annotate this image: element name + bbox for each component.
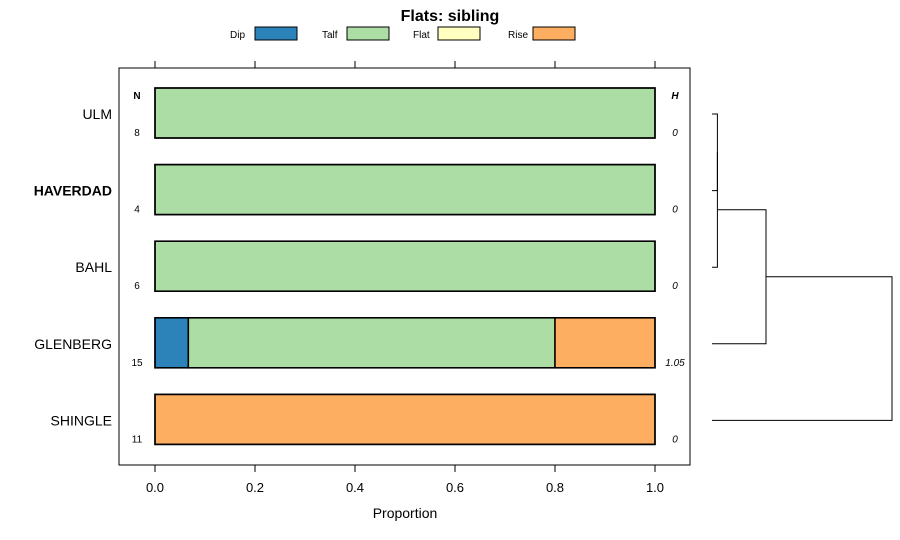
n-value: 4 — [134, 205, 140, 216]
legend-label-dip: Dip — [230, 30, 245, 41]
dendrogram-link — [712, 152, 718, 268]
chart-title: Flats: sibling — [401, 8, 500, 25]
plot-panel — [118, 67, 691, 466]
n-value: 6 — [134, 281, 140, 292]
legend-swatch-dip — [254, 26, 298, 41]
legend: Dip Talf Flat Rise — [230, 26, 576, 41]
legend-label-talf: Talf — [322, 30, 338, 41]
h-column-header: H — [671, 91, 679, 102]
bars — [154, 87, 656, 446]
bar-segment-rise — [554, 317, 656, 369]
n-value: 15 — [131, 358, 143, 369]
bar-segment-dip — [154, 317, 190, 369]
category-label: SHINGLE — [51, 412, 112, 428]
x-axis-title: Proportion — [373, 505, 438, 521]
bar-segment-talf — [154, 240, 656, 292]
bar-outline — [154, 87, 656, 139]
bar-outline — [154, 393, 656, 446]
category-label: GLENBERG — [34, 336, 112, 352]
h-value: 1.05 — [665, 358, 685, 369]
x-axis: 0.0 0.2 0.4 0.6 0.8 1.0 — [146, 61, 664, 495]
legend-label-rise: Rise — [508, 30, 528, 41]
n-value: 11 — [132, 434, 143, 445]
tick-label: 1.0 — [646, 480, 664, 495]
bar-outline — [154, 240, 656, 292]
n-column-header: N — [133, 91, 140, 102]
dendrogram-link — [712, 209, 767, 345]
category-label: BAHL — [75, 259, 112, 275]
bar-outline — [154, 163, 656, 216]
h-value: 0 — [672, 205, 678, 216]
bar-outline — [154, 317, 656, 369]
h-value: 0 — [672, 281, 678, 292]
bar-segment-talf — [154, 163, 656, 216]
legend-swatch-talf — [346, 26, 390, 41]
bar-segment-talf — [154, 87, 656, 139]
tick-label: 0.2 — [246, 480, 264, 495]
h-value: 0 — [672, 434, 678, 445]
category-label: ULM — [82, 106, 112, 122]
dendrogram-link — [712, 113, 718, 192]
category-labels: ULM 8 0 HAVERDAD 4 0 BAHL 6 0 GLENBERG 15 1.05 SHING… — [34, 106, 685, 445]
bar-segment-rise — [154, 393, 656, 446]
legend-swatch-rise — [532, 26, 576, 41]
bar-segment-talf — [187, 317, 556, 369]
legend-swatch-flat — [437, 26, 481, 41]
tick-label: 0.4 — [346, 480, 364, 495]
category-label: HAVERDAD — [34, 183, 112, 199]
tick-label: 0.6 — [446, 480, 464, 495]
tick-label: 0.0 — [146, 480, 164, 495]
dendrogram — [712, 113, 893, 421]
h-value: 0 — [672, 128, 678, 139]
dendrogram-link — [712, 276, 893, 421]
tick-label: 0.8 — [546, 480, 564, 495]
n-value: 8 — [134, 128, 140, 139]
legend-label-flat: Flat — [413, 30, 430, 41]
